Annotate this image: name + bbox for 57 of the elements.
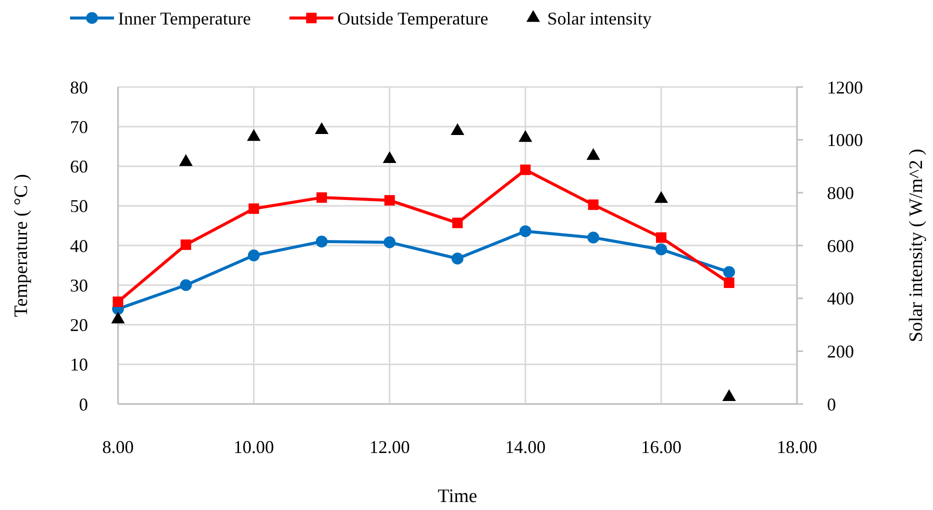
x-tick-label: 12.00 xyxy=(369,437,410,457)
y-tick-label: 0 xyxy=(79,394,88,414)
point xyxy=(111,312,125,324)
point xyxy=(520,164,531,176)
point xyxy=(314,122,328,134)
y2-tick-label: 600 xyxy=(827,236,854,256)
point xyxy=(518,130,532,142)
point xyxy=(452,252,464,264)
x-axis-title: Time xyxy=(438,486,478,507)
point xyxy=(180,279,192,292)
y-tick-label: 60 xyxy=(70,156,88,177)
point xyxy=(724,278,734,288)
point xyxy=(382,151,396,164)
y-tick-label: 20 xyxy=(70,315,88,336)
legend-label: Solar intensity xyxy=(547,8,652,28)
y-tick-label: 10 xyxy=(70,354,88,375)
y2-axis-title: Solar intensity ( W/m^2 ) xyxy=(906,148,927,342)
point xyxy=(248,250,260,262)
y2-tick-label: 1000 xyxy=(827,130,863,150)
point xyxy=(179,154,193,166)
point xyxy=(384,195,395,206)
x-tick-label: 10.00 xyxy=(234,437,274,457)
point xyxy=(519,225,532,238)
y2-tick-label: 0 xyxy=(827,394,836,414)
point xyxy=(586,148,600,160)
point xyxy=(112,296,124,308)
x-tick-label: 14.00 xyxy=(505,437,546,457)
x-tick-label: 8.00 xyxy=(102,437,134,457)
point xyxy=(587,232,600,244)
y-tick-label: 50 xyxy=(70,196,88,216)
y2-tick-label: 200 xyxy=(827,341,854,362)
point xyxy=(452,218,463,228)
point xyxy=(384,236,396,248)
point xyxy=(247,129,261,141)
point xyxy=(316,192,327,203)
y2-tick-label: 400 xyxy=(827,288,854,309)
point xyxy=(655,244,668,256)
y-tick-label: 30 xyxy=(70,275,88,296)
point xyxy=(656,232,666,243)
point xyxy=(248,203,260,214)
point xyxy=(588,199,599,210)
point xyxy=(654,191,668,203)
y-axis-title: Temperature ( °C ) xyxy=(11,174,32,317)
point xyxy=(723,266,736,278)
point xyxy=(180,239,192,250)
legend-label: Inner Temperature xyxy=(118,8,251,28)
y-tick-label: 70 xyxy=(70,116,88,137)
y-tick-label: 80 xyxy=(70,77,88,98)
x-tick-label: 16.00 xyxy=(640,437,682,457)
y2-tick-label: 800 xyxy=(827,182,854,203)
x-tick-label: 18.00 xyxy=(776,437,818,457)
y-tick-label: 40 xyxy=(70,236,88,256)
legend-label: Outside Temperature xyxy=(337,8,488,28)
point xyxy=(316,236,328,248)
point xyxy=(450,123,464,136)
y2-tick-label: 1200 xyxy=(827,77,863,98)
point xyxy=(722,389,736,402)
